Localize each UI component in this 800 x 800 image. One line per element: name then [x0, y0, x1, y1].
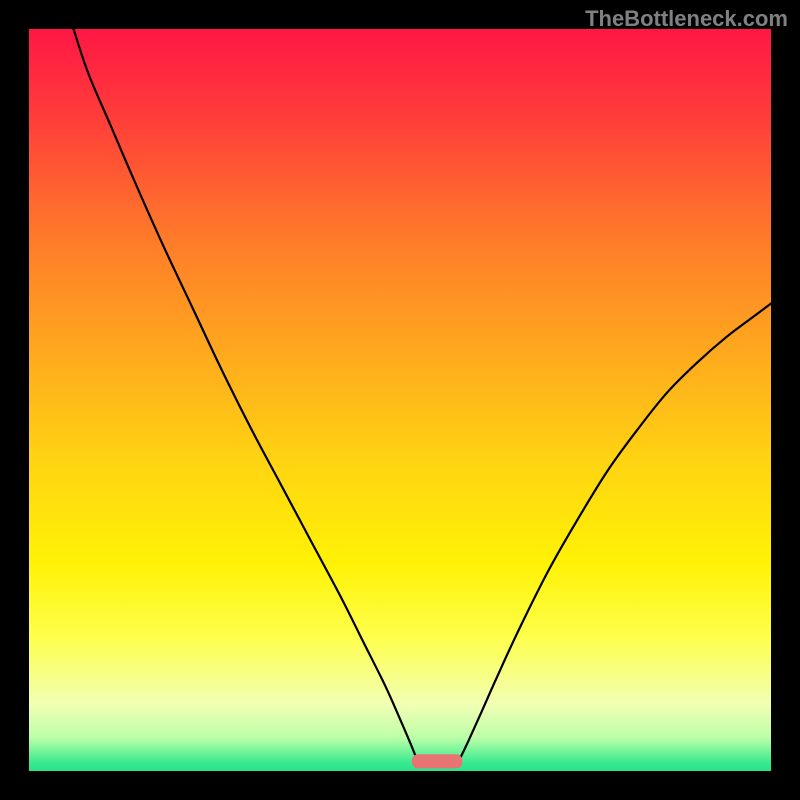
bottleneck-chart [29, 29, 771, 771]
optimal-point-marker [412, 754, 462, 768]
bottleneck-chart-svg [29, 29, 771, 771]
watermark-text: TheBottleneck.com [585, 6, 788, 32]
